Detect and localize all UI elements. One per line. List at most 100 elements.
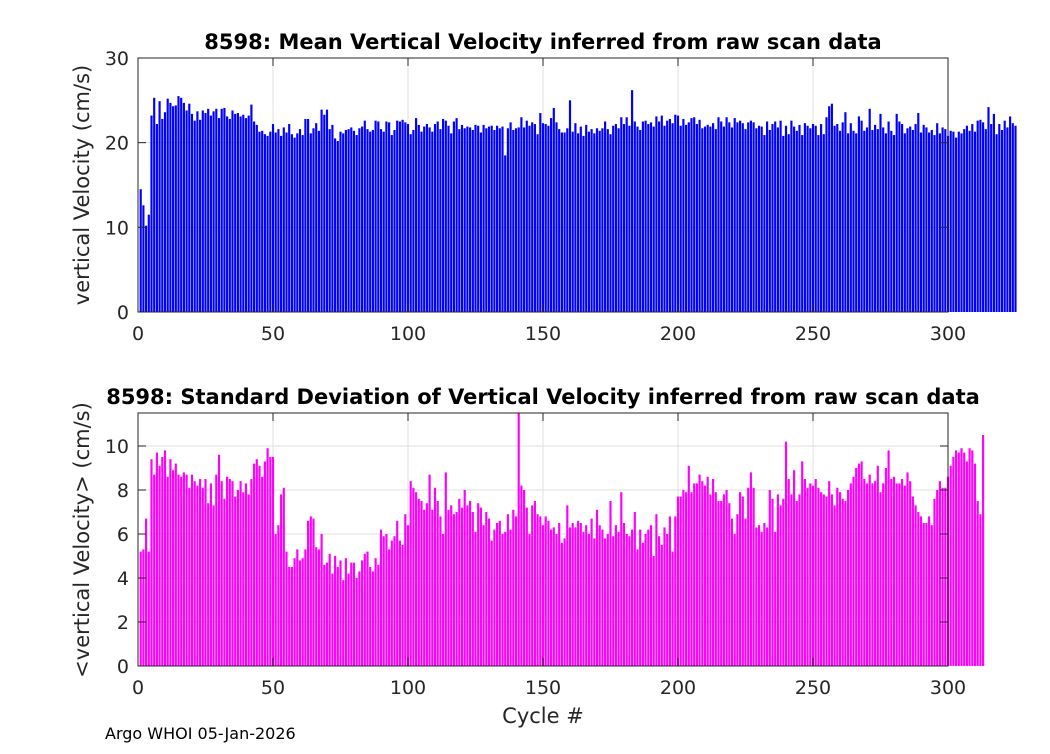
std-velocity-bar-198 [671, 551, 674, 666]
mean-velocity-bar-76 [342, 133, 345, 312]
mean-velocity-bar-257 [830, 103, 833, 312]
mean-velocity-bar-137 [506, 128, 509, 312]
mean-velocity-bar-93 [388, 122, 391, 312]
mean-velocity-bar-125 [474, 124, 477, 312]
std-velocity-bar-261 [841, 498, 844, 666]
std-velocity-ytick-label-8: 8 [117, 480, 129, 502]
std-velocity-bar-160 [568, 527, 572, 666]
mean-velocity-bar-85 [366, 129, 369, 312]
mean-velocity-bar-96 [396, 120, 399, 313]
std-velocity-bar-110 [433, 487, 437, 666]
std-velocity-bar-255 [825, 496, 828, 666]
mean-velocity-bar-244 [795, 130, 798, 312]
mean-velocity-bar-261 [841, 122, 844, 312]
mean-velocity-bar-267 [857, 116, 860, 312]
std-velocity-bar-249 [809, 483, 812, 666]
std-velocity-bar-310 [973, 463, 977, 666]
std-velocity-bar-216 [720, 501, 723, 666]
std-velocity-bar-66 [315, 547, 318, 666]
mean-velocity-bar-280 [892, 135, 896, 312]
std-velocity-bar-58 [293, 558, 296, 666]
std-velocity-bar-289 [917, 512, 920, 666]
std-velocity-bar-275 [879, 492, 882, 666]
std-velocity-bar-74 [336, 567, 339, 666]
mean-velocity-bar-42 [250, 104, 253, 312]
mean-velocity-bar-150 [541, 123, 545, 312]
std-velocity-bar-55 [285, 551, 288, 666]
std-velocity-bar-69 [323, 564, 326, 666]
std-velocity-bar-129 [485, 512, 488, 666]
std-velocity-bar-28 [212, 505, 215, 666]
std-velocity-bar-35 [231, 481, 234, 666]
mean-velocity-bar-266 [855, 133, 858, 312]
std-velocity-bar-201 [679, 496, 682, 666]
mean-velocity-bar-242 [790, 120, 793, 313]
mean-velocity-bar-174 [606, 129, 609, 312]
std-velocity-bar-169 [593, 538, 596, 666]
std-velocity-bar-60 [298, 560, 302, 666]
std-velocity-bar-230 [757, 525, 761, 666]
std-velocity-bar-22 [196, 485, 199, 666]
mean-velocity-bar-130 [487, 126, 491, 312]
mean-velocity-bar-230 [757, 125, 761, 312]
mean-velocity-bar-298 [941, 127, 944, 313]
mean-velocity-bar-157 [560, 132, 563, 312]
mean-velocity-bar-269 [863, 130, 866, 312]
std-velocity-bar-232 [763, 523, 766, 666]
std-velocity-bar-15 [177, 474, 180, 666]
mean-velocity-bar-187 [641, 121, 644, 312]
mean-velocity-bar-156 [558, 129, 561, 312]
mean-velocity-bar-39 [242, 114, 245, 312]
std-velocity-bar-45 [258, 465, 261, 666]
std-velocity-bar-215 [717, 501, 720, 666]
std-velocity-bar-157 [560, 542, 563, 666]
std-velocity-bar-233 [766, 527, 769, 666]
mean-velocity-ytick-label-10: 10 [105, 217, 129, 239]
mean-velocity-bar-142 [520, 117, 523, 313]
mean-velocity-bar-12 [169, 102, 172, 313]
mean-velocity-bar-26 [207, 108, 210, 312]
std-velocity-bar-139 [512, 509, 515, 666]
mean-velocity-bar-62 [304, 118, 307, 313]
std-velocity-bar-159 [566, 505, 569, 666]
mean-velocity-bar-180 [622, 124, 626, 312]
std-velocity-bar-158 [563, 538, 566, 666]
std-velocity-bar-280 [892, 476, 896, 666]
mean-velocity-bar-32 [223, 107, 226, 312]
std-velocity-bar-102 [412, 487, 415, 666]
mean-velocity-bar-194 [660, 115, 663, 312]
std-velocity-bar-85 [366, 551, 369, 666]
mean-velocity-bar-56 [288, 124, 291, 312]
std-velocity-bar-75 [339, 560, 342, 666]
mean-velocity-bar-104 [417, 124, 420, 312]
std-velocity-bar-8 [158, 465, 161, 666]
mean-velocity-bar-221 [733, 118, 736, 312]
mean-velocity-bar-181 [625, 117, 628, 313]
std-velocity-bar-76 [342, 580, 345, 666]
std-velocity-bar-264 [849, 483, 852, 666]
mean-velocity-bar-4 [147, 214, 150, 312]
mean-velocity-bar-107 [425, 124, 428, 312]
mean-velocity-bar-295 [933, 135, 936, 312]
mean-velocity-bar-43 [253, 121, 256, 312]
mean-velocity-bar-166 [585, 124, 588, 312]
mean-velocity-bar-199 [674, 114, 677, 312]
std-velocity-bar-84 [363, 553, 366, 666]
std-velocity-xtick-label-100: 100 [390, 677, 426, 699]
mean-velocity-bar-301 [949, 130, 952, 312]
std-velocity-bar-308 [968, 448, 971, 666]
mean-velocity-bar-121 [463, 128, 466, 312]
std-velocity-bar-304 [957, 452, 960, 666]
mean-velocity-ylabel: vertical Velocity (cm/s) [70, 65, 94, 305]
std-velocity-bar-46 [261, 476, 264, 666]
mean-velocity-bar-208 [698, 119, 701, 312]
std-velocity-bar-19 [188, 487, 191, 666]
std-velocity-bar-251 [814, 479, 817, 666]
std-velocity-bar-56 [288, 567, 291, 666]
mean-velocity-bar-119 [458, 129, 461, 312]
mean-velocity-bar-215 [717, 117, 720, 313]
mean-velocity-bar-131 [490, 125, 493, 312]
mean-velocity-bar-320 [1000, 129, 1004, 312]
std-velocity-bar-67 [317, 549, 320, 666]
